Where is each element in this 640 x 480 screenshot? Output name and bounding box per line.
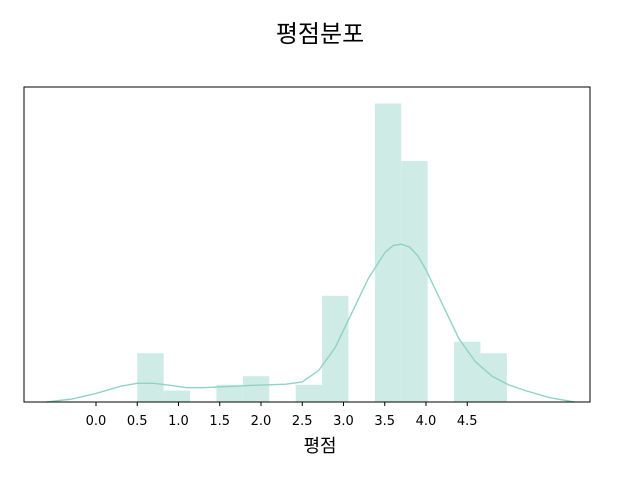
x-tick-label: 2.0 bbox=[251, 414, 272, 429]
x-tick-label: 1.0 bbox=[168, 414, 189, 429]
x-axis-ticks: 0.0 0.5 1.0 1.5 2.0 2.5 3.0 3.5 4.0 4.5 bbox=[86, 402, 478, 429]
x-tick-label: 2.5 bbox=[292, 414, 313, 429]
histogram-bar bbox=[163, 390, 191, 402]
x-tick-label: 1.5 bbox=[209, 414, 230, 429]
x-tick-label: 3.0 bbox=[333, 414, 354, 429]
kde-line bbox=[46, 243, 575, 403]
histogram-bar bbox=[216, 384, 243, 402]
histogram-bar bbox=[137, 353, 164, 402]
histogram-bars bbox=[137, 103, 507, 403]
x-tick-label: 0.5 bbox=[127, 414, 148, 429]
histogram-bar bbox=[454, 341, 481, 402]
x-tick-label: 4.5 bbox=[457, 414, 478, 429]
x-tick-label: 0.0 bbox=[86, 414, 107, 429]
histogram-bar bbox=[322, 295, 349, 402]
histogram-bar bbox=[374, 103, 402, 403]
chart-title: 평점분포 bbox=[276, 20, 364, 48]
plot-frame bbox=[23, 86, 591, 403]
histogram-bar bbox=[295, 384, 323, 402]
histogram-bar bbox=[242, 376, 270, 402]
x-axis-label: 평점 bbox=[303, 436, 336, 457]
x-tick-label: 3.5 bbox=[374, 414, 395, 429]
histogram-bar bbox=[401, 160, 428, 402]
x-tick-label: 4.0 bbox=[416, 414, 437, 429]
